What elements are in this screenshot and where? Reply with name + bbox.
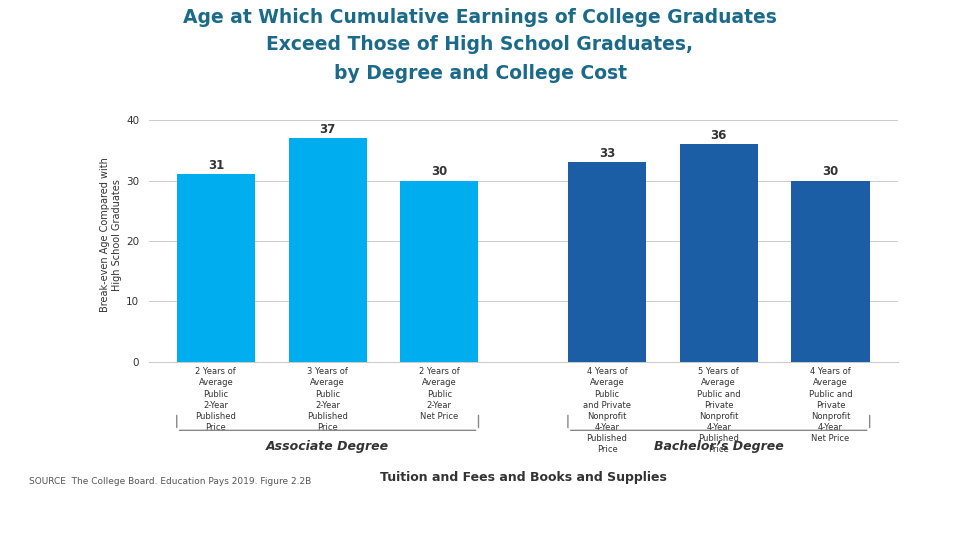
- Text: 30: 30: [823, 165, 839, 178]
- Bar: [680, 144, 757, 362]
- Text: 36: 36: [710, 129, 727, 142]
- Text: by Degree and College Cost: by Degree and College Cost: [333, 64, 627, 83]
- Text: 31: 31: [207, 159, 224, 172]
- Text: SOURCE  The College Board. Education Pays 2019. Figure 2.2B: SOURCE The College Board. Education Pays…: [29, 477, 311, 486]
- Text: For detailed data, visit trends.collegeboard.org.: For detailed data, visit trends.collegeb…: [19, 518, 251, 528]
- Text: Tuition and Fees and Books and Supplies: Tuition and Fees and Books and Supplies: [380, 471, 666, 484]
- Text: Bachelor’s Degree: Bachelor’s Degree: [654, 441, 783, 454]
- Text: Associate Degree: Associate Degree: [266, 441, 389, 454]
- Y-axis label: Break-even Age Compared with
High School Graduates: Break-even Age Compared with High School…: [100, 158, 122, 312]
- Text: 37: 37: [320, 123, 336, 136]
- Bar: [177, 174, 255, 362]
- Text: Age at Which Cumulative Earnings of College Graduates: Age at Which Cumulative Earnings of Coll…: [183, 8, 777, 27]
- Bar: [791, 180, 870, 362]
- Text: Education Pays 2019: Education Pays 2019: [429, 518, 531, 528]
- Bar: [289, 138, 367, 362]
- Text: 33: 33: [599, 147, 615, 160]
- Bar: [400, 180, 478, 362]
- Text: 30: 30: [431, 165, 447, 178]
- Text: ♢CollegeBoard: ♢CollegeBoard: [847, 518, 931, 528]
- Bar: [568, 163, 646, 362]
- Text: Exceed Those of High School Graduates,: Exceed Those of High School Graduates,: [267, 35, 693, 54]
